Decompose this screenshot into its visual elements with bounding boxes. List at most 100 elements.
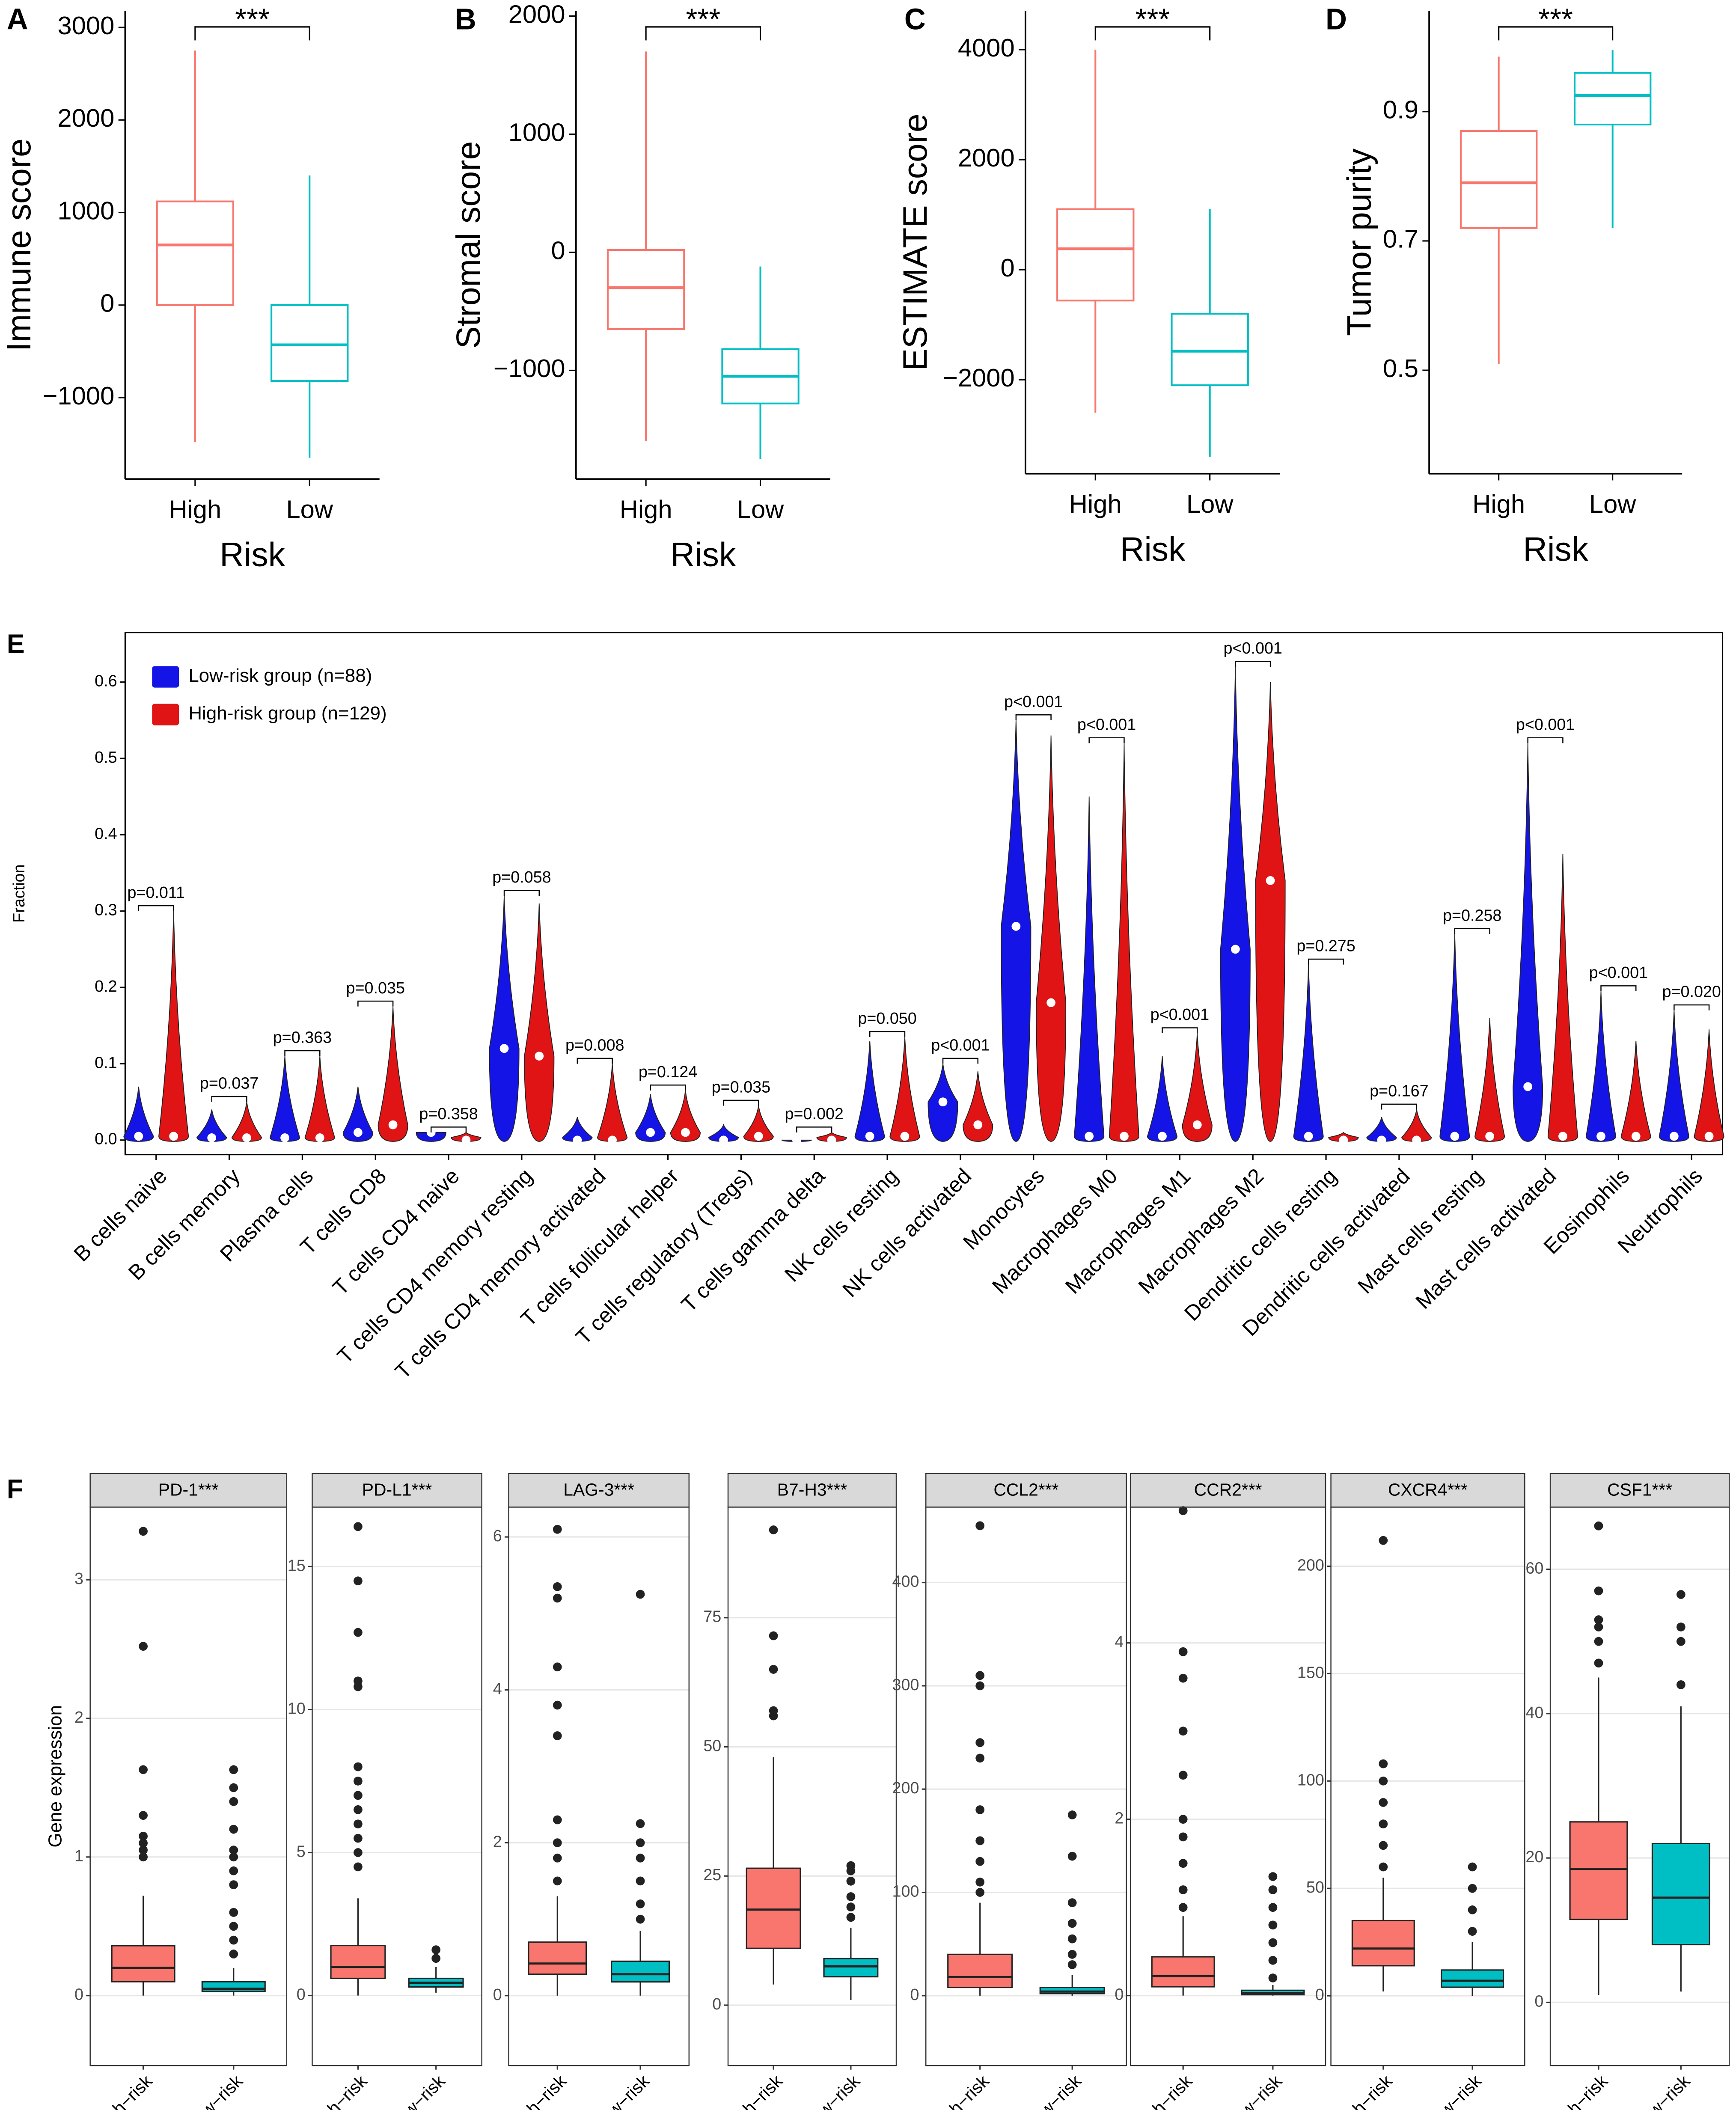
y-tick-label: 2000 [958,143,1015,172]
facet-border [312,1507,482,2066]
median-dot [1339,1135,1348,1145]
p-bracket [650,1085,686,1091]
outlier [1379,1862,1388,1872]
median-dot [1450,1132,1460,1141]
median-dot [315,1133,324,1142]
outlier [1379,1536,1388,1545]
y-tick-label: 3000 [57,11,114,40]
outlier [1178,1903,1188,1912]
median-dot [1231,945,1240,954]
violin [854,1040,885,1142]
outlier [1178,1506,1188,1516]
y-tick-label: 0 [297,1985,306,2003]
y-tick-label: 150 [1297,1663,1324,1681]
p-bracket [796,1126,832,1132]
outlier [139,1642,148,1651]
p-value-label: p=0.124 [639,1063,697,1081]
outlier [553,1662,562,1672]
median-dot [1596,1132,1605,1141]
outlier [354,1762,363,1771]
y-tick-label: 2000 [508,0,565,28]
outlier [1268,1938,1278,1947]
y-tick-label: 15 [288,1556,306,1574]
p-bracket [869,1031,906,1037]
p-value-label: p=0.035 [346,979,405,997]
box [201,1981,266,1992]
y-tick-label: −2000 [943,363,1015,392]
facet-title: LAG-3*** [563,1480,634,1499]
facet-title: PD-1*** [158,1480,219,1499]
box [1651,1843,1710,1946]
violin [231,1102,262,1142]
violin [196,1109,227,1142]
x-tick-label: Low−risk [183,2071,247,2110]
median-dot [280,1133,289,1142]
x-tick-label: Low−risk [1022,2071,1085,2110]
y-tick-label: 10 [288,1699,306,1717]
outlier [1594,1637,1603,1646]
violin [597,1064,628,1142]
significance-bracket [1094,26,1211,41]
y-axis-label: ESTIMATE score [896,113,934,371]
x-tick-label: High [1069,490,1122,518]
outlier [1468,1862,1477,1872]
violin [1074,796,1105,1142]
outlier [1468,1905,1477,1914]
outlier [553,1700,562,1710]
y-tick-label: 0 [1000,253,1014,282]
violin [1439,934,1470,1142]
p-value-label: p<0.001 [1150,1005,1209,1023]
median-dot [1192,1120,1202,1129]
median-dot [1377,1135,1386,1145]
outlier [975,1521,985,1530]
violin [1001,720,1031,1142]
outlier [975,1753,985,1763]
box [1151,1956,1215,1988]
outlier [1067,1919,1077,1928]
outlier [139,1852,148,1862]
outlier [1067,1934,1077,1944]
p-value-label: p=0.275 [1296,937,1355,955]
y-tick-label: 0.6 [95,672,117,690]
outlier [846,1876,856,1886]
outlier [636,1876,645,1886]
outlier [769,1525,778,1534]
y-tick-label: 4000 [958,33,1015,62]
outlier [229,1846,238,1855]
violin [304,1056,335,1142]
median-dot [1523,1082,1533,1091]
outlier [1379,1759,1388,1768]
median-dot [461,1135,471,1145]
facet-title: CCR2*** [1194,1480,1262,1499]
y-tick-label: 3 [74,1569,83,1587]
violin [743,1106,774,1142]
p-bracket [1381,1103,1418,1110]
outlier [229,1922,238,1931]
y-tick-label: 0.2 [95,977,117,995]
outlier [229,1908,238,1917]
p-bracket [430,1126,467,1132]
p-value-label: p<0.001 [1077,715,1136,733]
p-bracket [1527,737,1564,743]
median-dot [1011,922,1021,931]
facet-panel [728,1507,897,2066]
x-tick-label: Low−risk [1631,2071,1694,2110]
outlier [354,1834,363,1843]
outlier [354,1819,363,1829]
y-tick-label: 5 [297,1842,306,1860]
panel-letter: E [7,629,25,659]
x-axis-label: Risk [1523,530,1589,568]
box [156,200,235,306]
y-tick-label: 0.3 [95,901,117,919]
significance-bracket [1498,26,1614,41]
x-tick-label: T cells CD4 naive [328,1164,464,1300]
outlier [1268,1955,1278,1965]
outlier [229,1765,238,1774]
box [1460,130,1538,229]
p-value-label: p<0.001 [1224,639,1282,657]
outlier [139,1765,148,1774]
outlier [139,1527,148,1536]
x-tick-label: High [620,495,672,524]
outlier [354,1628,363,1637]
outlier [1178,1647,1188,1656]
